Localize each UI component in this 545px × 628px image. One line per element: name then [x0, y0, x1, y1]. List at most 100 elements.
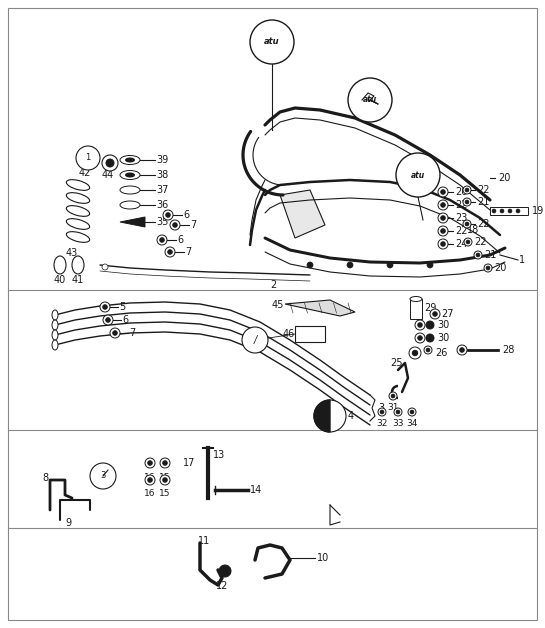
- Ellipse shape: [410, 296, 422, 301]
- Circle shape: [463, 186, 471, 194]
- Text: 16: 16: [144, 489, 156, 499]
- Text: 39: 39: [156, 155, 168, 165]
- Circle shape: [173, 223, 177, 227]
- Circle shape: [250, 20, 294, 64]
- Circle shape: [474, 251, 482, 259]
- Circle shape: [508, 209, 512, 213]
- Ellipse shape: [66, 180, 89, 190]
- Bar: [410, 299, 422, 319]
- Circle shape: [145, 458, 155, 468]
- Text: 5: 5: [119, 302, 125, 312]
- Circle shape: [389, 392, 397, 400]
- Text: 1: 1: [86, 153, 90, 163]
- Text: 37: 37: [156, 185, 168, 195]
- Circle shape: [348, 78, 392, 122]
- Circle shape: [378, 408, 386, 416]
- Circle shape: [242, 327, 268, 353]
- Circle shape: [170, 220, 180, 230]
- Text: 19: 19: [532, 206, 544, 216]
- Circle shape: [314, 400, 346, 432]
- Text: 25: 25: [390, 358, 403, 368]
- Circle shape: [476, 253, 480, 257]
- Circle shape: [396, 410, 400, 414]
- Circle shape: [430, 309, 440, 319]
- Circle shape: [157, 235, 167, 245]
- Text: atu: atu: [264, 38, 280, 46]
- Circle shape: [457, 345, 467, 355]
- Circle shape: [465, 188, 469, 192]
- Circle shape: [441, 203, 445, 207]
- Text: 14: 14: [250, 485, 262, 495]
- Circle shape: [500, 209, 504, 213]
- Circle shape: [219, 565, 231, 577]
- Text: 6: 6: [183, 210, 189, 220]
- Circle shape: [418, 323, 422, 327]
- Circle shape: [415, 320, 425, 330]
- Text: 27: 27: [441, 309, 453, 319]
- Circle shape: [492, 209, 496, 213]
- Circle shape: [160, 475, 170, 485]
- Text: 18: 18: [467, 225, 479, 235]
- Text: 21: 21: [477, 197, 489, 207]
- Text: 9: 9: [65, 518, 71, 528]
- Ellipse shape: [66, 232, 89, 242]
- Text: 2: 2: [270, 280, 276, 290]
- Circle shape: [148, 478, 152, 482]
- Circle shape: [103, 315, 113, 325]
- Polygon shape: [285, 300, 355, 316]
- Text: 3: 3: [378, 403, 384, 413]
- Text: 7: 7: [185, 247, 191, 257]
- Circle shape: [433, 311, 437, 317]
- Circle shape: [166, 213, 170, 217]
- Text: 16: 16: [144, 472, 156, 482]
- Circle shape: [396, 153, 440, 197]
- Ellipse shape: [66, 205, 89, 216]
- Text: 40: 40: [54, 275, 66, 285]
- Circle shape: [394, 408, 402, 416]
- Circle shape: [465, 222, 469, 226]
- Ellipse shape: [120, 201, 140, 209]
- Circle shape: [465, 200, 469, 204]
- Circle shape: [103, 305, 107, 309]
- Text: 17: 17: [183, 458, 195, 468]
- Ellipse shape: [66, 193, 89, 203]
- Circle shape: [426, 334, 434, 342]
- Circle shape: [413, 350, 417, 355]
- Ellipse shape: [52, 330, 58, 340]
- Text: 8: 8: [42, 473, 48, 483]
- Text: 6: 6: [177, 235, 183, 245]
- Circle shape: [102, 264, 108, 270]
- Circle shape: [102, 155, 118, 171]
- Text: 10: 10: [317, 553, 329, 563]
- Text: 11: 11: [198, 536, 210, 546]
- Circle shape: [441, 242, 445, 246]
- Circle shape: [380, 410, 384, 414]
- Circle shape: [466, 240, 470, 244]
- Circle shape: [415, 333, 425, 343]
- Text: 20: 20: [498, 173, 510, 183]
- Circle shape: [426, 321, 434, 329]
- Text: 35: 35: [156, 217, 168, 227]
- Text: 20: 20: [455, 187, 468, 197]
- Text: 22: 22: [477, 185, 489, 195]
- Circle shape: [100, 302, 110, 312]
- Polygon shape: [120, 217, 145, 227]
- Text: 30: 30: [437, 320, 449, 330]
- Circle shape: [90, 463, 116, 489]
- Ellipse shape: [52, 340, 58, 350]
- Circle shape: [409, 347, 421, 359]
- Circle shape: [441, 190, 445, 194]
- Polygon shape: [280, 190, 325, 238]
- Ellipse shape: [125, 158, 135, 163]
- Circle shape: [426, 348, 430, 352]
- Circle shape: [427, 262, 433, 268]
- Text: 43: 43: [66, 248, 78, 258]
- Circle shape: [438, 213, 448, 223]
- Text: 7: 7: [190, 220, 196, 230]
- Polygon shape: [314, 400, 330, 432]
- Ellipse shape: [120, 170, 140, 180]
- Ellipse shape: [52, 320, 58, 330]
- Text: 45: 45: [272, 300, 284, 310]
- Circle shape: [463, 220, 471, 228]
- Text: 12: 12: [216, 581, 228, 591]
